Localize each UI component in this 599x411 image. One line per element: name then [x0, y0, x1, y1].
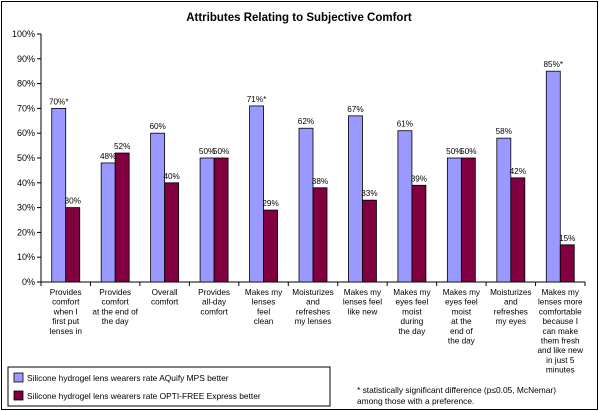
footnote: * statistically significant difference (…	[357, 385, 556, 406]
bar-aquify	[348, 115, 363, 283]
bar-optifree	[263, 209, 278, 283]
data-label: 60%	[149, 122, 165, 131]
y-tick-label: 50%	[17, 153, 35, 163]
bar-optifree	[65, 207, 81, 283]
data-label: 50%	[213, 147, 229, 156]
legend: Silicone hydrogel lens wearers rate AQui…	[7, 366, 331, 407]
bar-optifree	[114, 152, 130, 283]
data-label: 42%	[510, 167, 526, 176]
x-category-label: Provides comfort at the end of the day	[92, 288, 138, 326]
y-tick-label: 20%	[17, 227, 35, 237]
bar-optifree	[411, 184, 427, 283]
data-label: 50%	[446, 147, 462, 156]
data-label: 85%*	[543, 60, 563, 69]
data-label: 71%*	[247, 95, 267, 104]
bar-optifree	[460, 157, 476, 283]
bar-optifree	[510, 177, 526, 283]
legend-label-optifree: Silicone hydrogel lens wearers rate OPTI…	[27, 391, 261, 401]
bar-aquify	[298, 127, 314, 283]
data-label: 62%	[298, 117, 314, 126]
y-tick-label: 30%	[17, 203, 35, 213]
bar-aquify	[249, 105, 264, 283]
bar-aquify	[100, 162, 116, 283]
bar-aquify	[397, 130, 413, 283]
bar-optifree	[559, 244, 575, 283]
bar-aquify	[150, 132, 166, 283]
footnote-line: * statistically significant difference (…	[357, 385, 556, 395]
y-tick-label: 60%	[17, 128, 35, 138]
bar-optifree	[312, 187, 328, 283]
y-tick-label: 40%	[17, 178, 35, 188]
data-label: 70%*	[49, 97, 69, 106]
data-label: 58%	[496, 127, 512, 136]
data-label: 40%	[163, 172, 179, 181]
bar-optifree	[213, 157, 229, 283]
x-category-label: Moisturizes and refreshes my eyes	[490, 288, 531, 326]
bar-aquify	[545, 70, 561, 283]
y-tick-label: 100%	[12, 29, 35, 39]
x-category-label: Makes my lenses feel like new	[343, 288, 382, 316]
footnote-line: among those with a preference.	[357, 396, 474, 406]
y-tick-label: 0%	[22, 277, 35, 287]
chart-title: Attributes Relating to Subjective Comfor…	[186, 12, 412, 24]
data-label: 39%	[411, 174, 427, 183]
bar-optifree	[164, 182, 180, 283]
y-tick-label: 70%	[17, 103, 35, 113]
data-label: 38%	[312, 177, 328, 186]
legend-box	[7, 366, 331, 407]
y-tick-label: 80%	[17, 79, 35, 89]
data-label: 50%	[460, 147, 476, 156]
data-label: 61%	[397, 120, 413, 129]
data-label: 30%	[65, 197, 81, 206]
legend-label-aquify: Silicone hydrogel lens wearers rate AQui…	[27, 373, 229, 383]
bar-aquify	[51, 108, 67, 283]
x-category-label: Moisturizes and refreshes my lenses	[292, 288, 333, 326]
data-label: 33%	[361, 189, 377, 198]
bar-aquify	[496, 137, 512, 283]
data-label: 15%	[559, 234, 575, 243]
data-label: 50%	[199, 147, 215, 156]
y-tick-label: 90%	[17, 54, 35, 64]
x-category-label: Overall comfort	[151, 288, 179, 307]
legend-swatch-aquify	[13, 372, 24, 383]
data-label: 48%	[100, 152, 116, 161]
x-category-label: Makes my eyes feel moist during the day	[393, 288, 431, 336]
data-label: 52%	[114, 142, 130, 151]
y-tick-label: 10%	[17, 252, 35, 262]
x-category-label: Makes my lenses feel clean	[245, 288, 283, 326]
data-label: 29%	[262, 199, 278, 208]
legend-swatch-optifree	[13, 390, 24, 401]
bars-group: 70%*30%48%52%60%40%50%50%71%*29%62%38%67…	[49, 60, 575, 283]
bar-aquify	[199, 157, 215, 283]
x-category-label: Provides all-day comfort	[198, 288, 230, 316]
bar-optifree	[362, 199, 377, 283]
x-category-label: Makes my eyes feel moist at the end of the da…	[443, 288, 481, 346]
bar-aquify	[446, 157, 462, 283]
data-label: 67%	[347, 105, 363, 114]
